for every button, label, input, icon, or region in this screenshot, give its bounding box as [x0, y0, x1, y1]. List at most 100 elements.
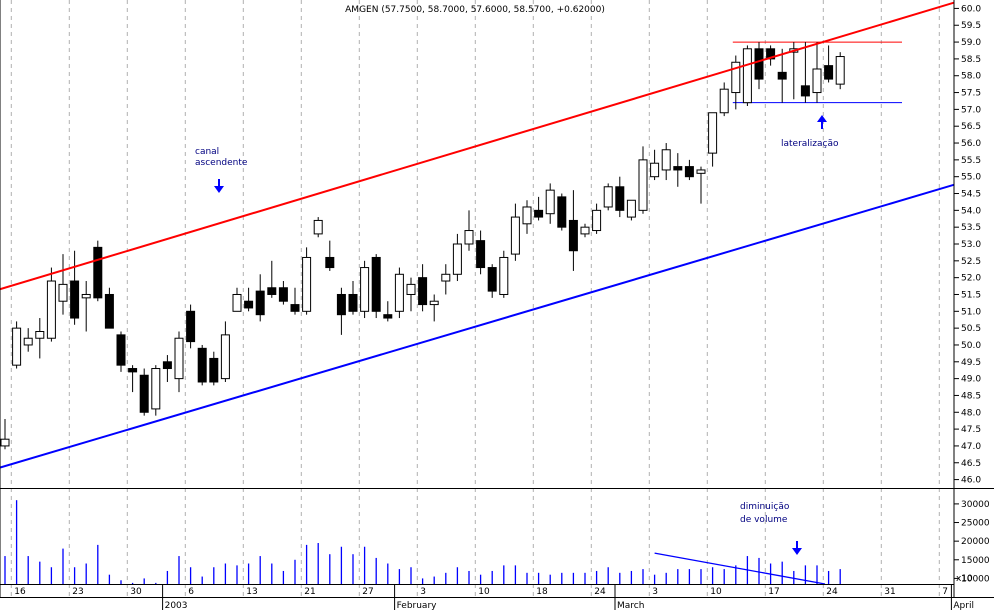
candle-body-up: [220, 334, 230, 380]
candlestick: [812, 42, 822, 103]
candlestick: [429, 294, 439, 322]
candlestick: [452, 233, 462, 282]
candle-body-down: [336, 293, 346, 316]
price-tick-label: 60.0: [961, 4, 981, 14]
candlestick: [661, 143, 671, 181]
price-tick-label: 49.0: [961, 375, 981, 385]
candle-body-down: [534, 209, 544, 218]
candle-body-down: [754, 48, 764, 80]
candlestick: [835, 52, 845, 90]
candle-body-up: [510, 216, 520, 255]
candle-body-up: [731, 61, 741, 94]
candle-body-up: [0, 438, 10, 447]
candle-body-up: [545, 189, 555, 215]
annotation-volume-line1: diminuição: [740, 502, 790, 512]
candlestick: [81, 281, 91, 332]
candle-body-up: [58, 283, 68, 302]
candle-body-down: [615, 186, 625, 211]
annotation-volume-line2: de volume: [740, 515, 788, 525]
candlestick: [23, 328, 33, 352]
candlestick: [522, 200, 532, 234]
candle-body-up: [592, 209, 602, 232]
date-tick-label: 3: [420, 587, 426, 597]
candlestick: [742, 45, 752, 107]
price-tick-label: 57.0: [961, 105, 981, 115]
price-tick-label: 57.5: [961, 89, 981, 99]
price-tick-label: 55.5: [961, 156, 981, 166]
candle-body-down: [800, 85, 810, 97]
candle-body-down: [777, 71, 787, 80]
price-tick-label: 59.5: [961, 21, 981, 31]
candle-body-up: [313, 219, 323, 235]
price-tick-label: 54.0: [961, 206, 981, 216]
candlestick: [209, 351, 219, 386]
month-label: 2003: [165, 601, 188, 610]
month-label: February: [397, 601, 438, 610]
date-tick-label: 23: [72, 587, 83, 597]
price-tick-label: 46.0: [961, 476, 981, 486]
candlestick: [46, 267, 56, 342]
candlestick: [719, 82, 729, 117]
price-tick-label: 48.0: [961, 408, 981, 418]
candlestick: [383, 301, 393, 322]
date-tick-label: 30: [130, 587, 142, 597]
date-axis-day-ticks: 16 23 30 6 13 21 27 3 10 18 24 3 10 17 24 31 7: [14, 587, 948, 597]
annotation-lateralizacao-label: lateralização: [781, 139, 839, 149]
candle-body-up: [696, 169, 706, 174]
candle-body-down: [128, 368, 138, 373]
price-tick-label: 58.0: [961, 72, 981, 82]
volume-tick-label: 10000: [961, 574, 990, 584]
candlestick: [336, 287, 346, 335]
candle-body-up: [429, 300, 439, 306]
candle-body-up: [23, 337, 33, 346]
candle-body-down: [290, 304, 300, 312]
candlestick: [557, 193, 567, 231]
candle-body-up: [603, 186, 613, 208]
candle-body-down: [278, 287, 288, 302]
arrow-up-icon: [817, 115, 827, 129]
candle-body-down: [568, 219, 578, 252]
candle-body-up: [499, 256, 509, 295]
date-tick-label: 21: [304, 587, 315, 597]
candle-body-up: [441, 273, 451, 282]
candlestick: [35, 318, 45, 359]
candle-body-down: [255, 290, 265, 316]
date-axis-month-labels: 2003 February March April: [162, 584, 974, 610]
price-tick-label: 59.0: [961, 38, 981, 48]
price-tick-label: 50.5: [961, 324, 981, 334]
candle-body-up: [650, 162, 660, 178]
candle-body-down: [383, 314, 393, 319]
date-tick-label: 6: [188, 587, 194, 597]
candle-body-down: [162, 361, 172, 370]
date-tick-label: 27: [362, 587, 373, 597]
arrow-down-icon: [792, 541, 802, 555]
candle-body-down: [267, 287, 277, 295]
candlestick: [731, 55, 741, 110]
candlestick: [603, 183, 613, 211]
candle-body-down: [244, 300, 254, 309]
candle-body-up: [232, 293, 242, 312]
candle-body-down: [824, 65, 834, 80]
candlestick: [70, 250, 80, 325]
candle-body-down: [487, 267, 497, 292]
candle-body-down: [116, 334, 126, 366]
volume-tick-label: 20000: [961, 537, 990, 547]
candle-body-up: [174, 337, 184, 380]
candlestick: [766, 45, 776, 66]
candle-body-up: [708, 112, 718, 154]
candle-body-down: [684, 166, 694, 178]
candlestick: [754, 42, 764, 90]
candlestick: [568, 190, 578, 271]
candle-body-down: [348, 293, 358, 312]
price-tick-label: 53.5: [961, 223, 981, 233]
candlestick: [394, 267, 404, 319]
candlestick: [534, 196, 544, 221]
price-tick-label: 55.0: [961, 173, 981, 183]
candle-body-down: [418, 277, 428, 306]
candlestick: [255, 274, 265, 322]
candle-body-up: [406, 283, 416, 295]
candlestick: [174, 331, 184, 393]
candle-body-up: [742, 48, 752, 104]
price-tick-label: 47.0: [961, 442, 981, 452]
